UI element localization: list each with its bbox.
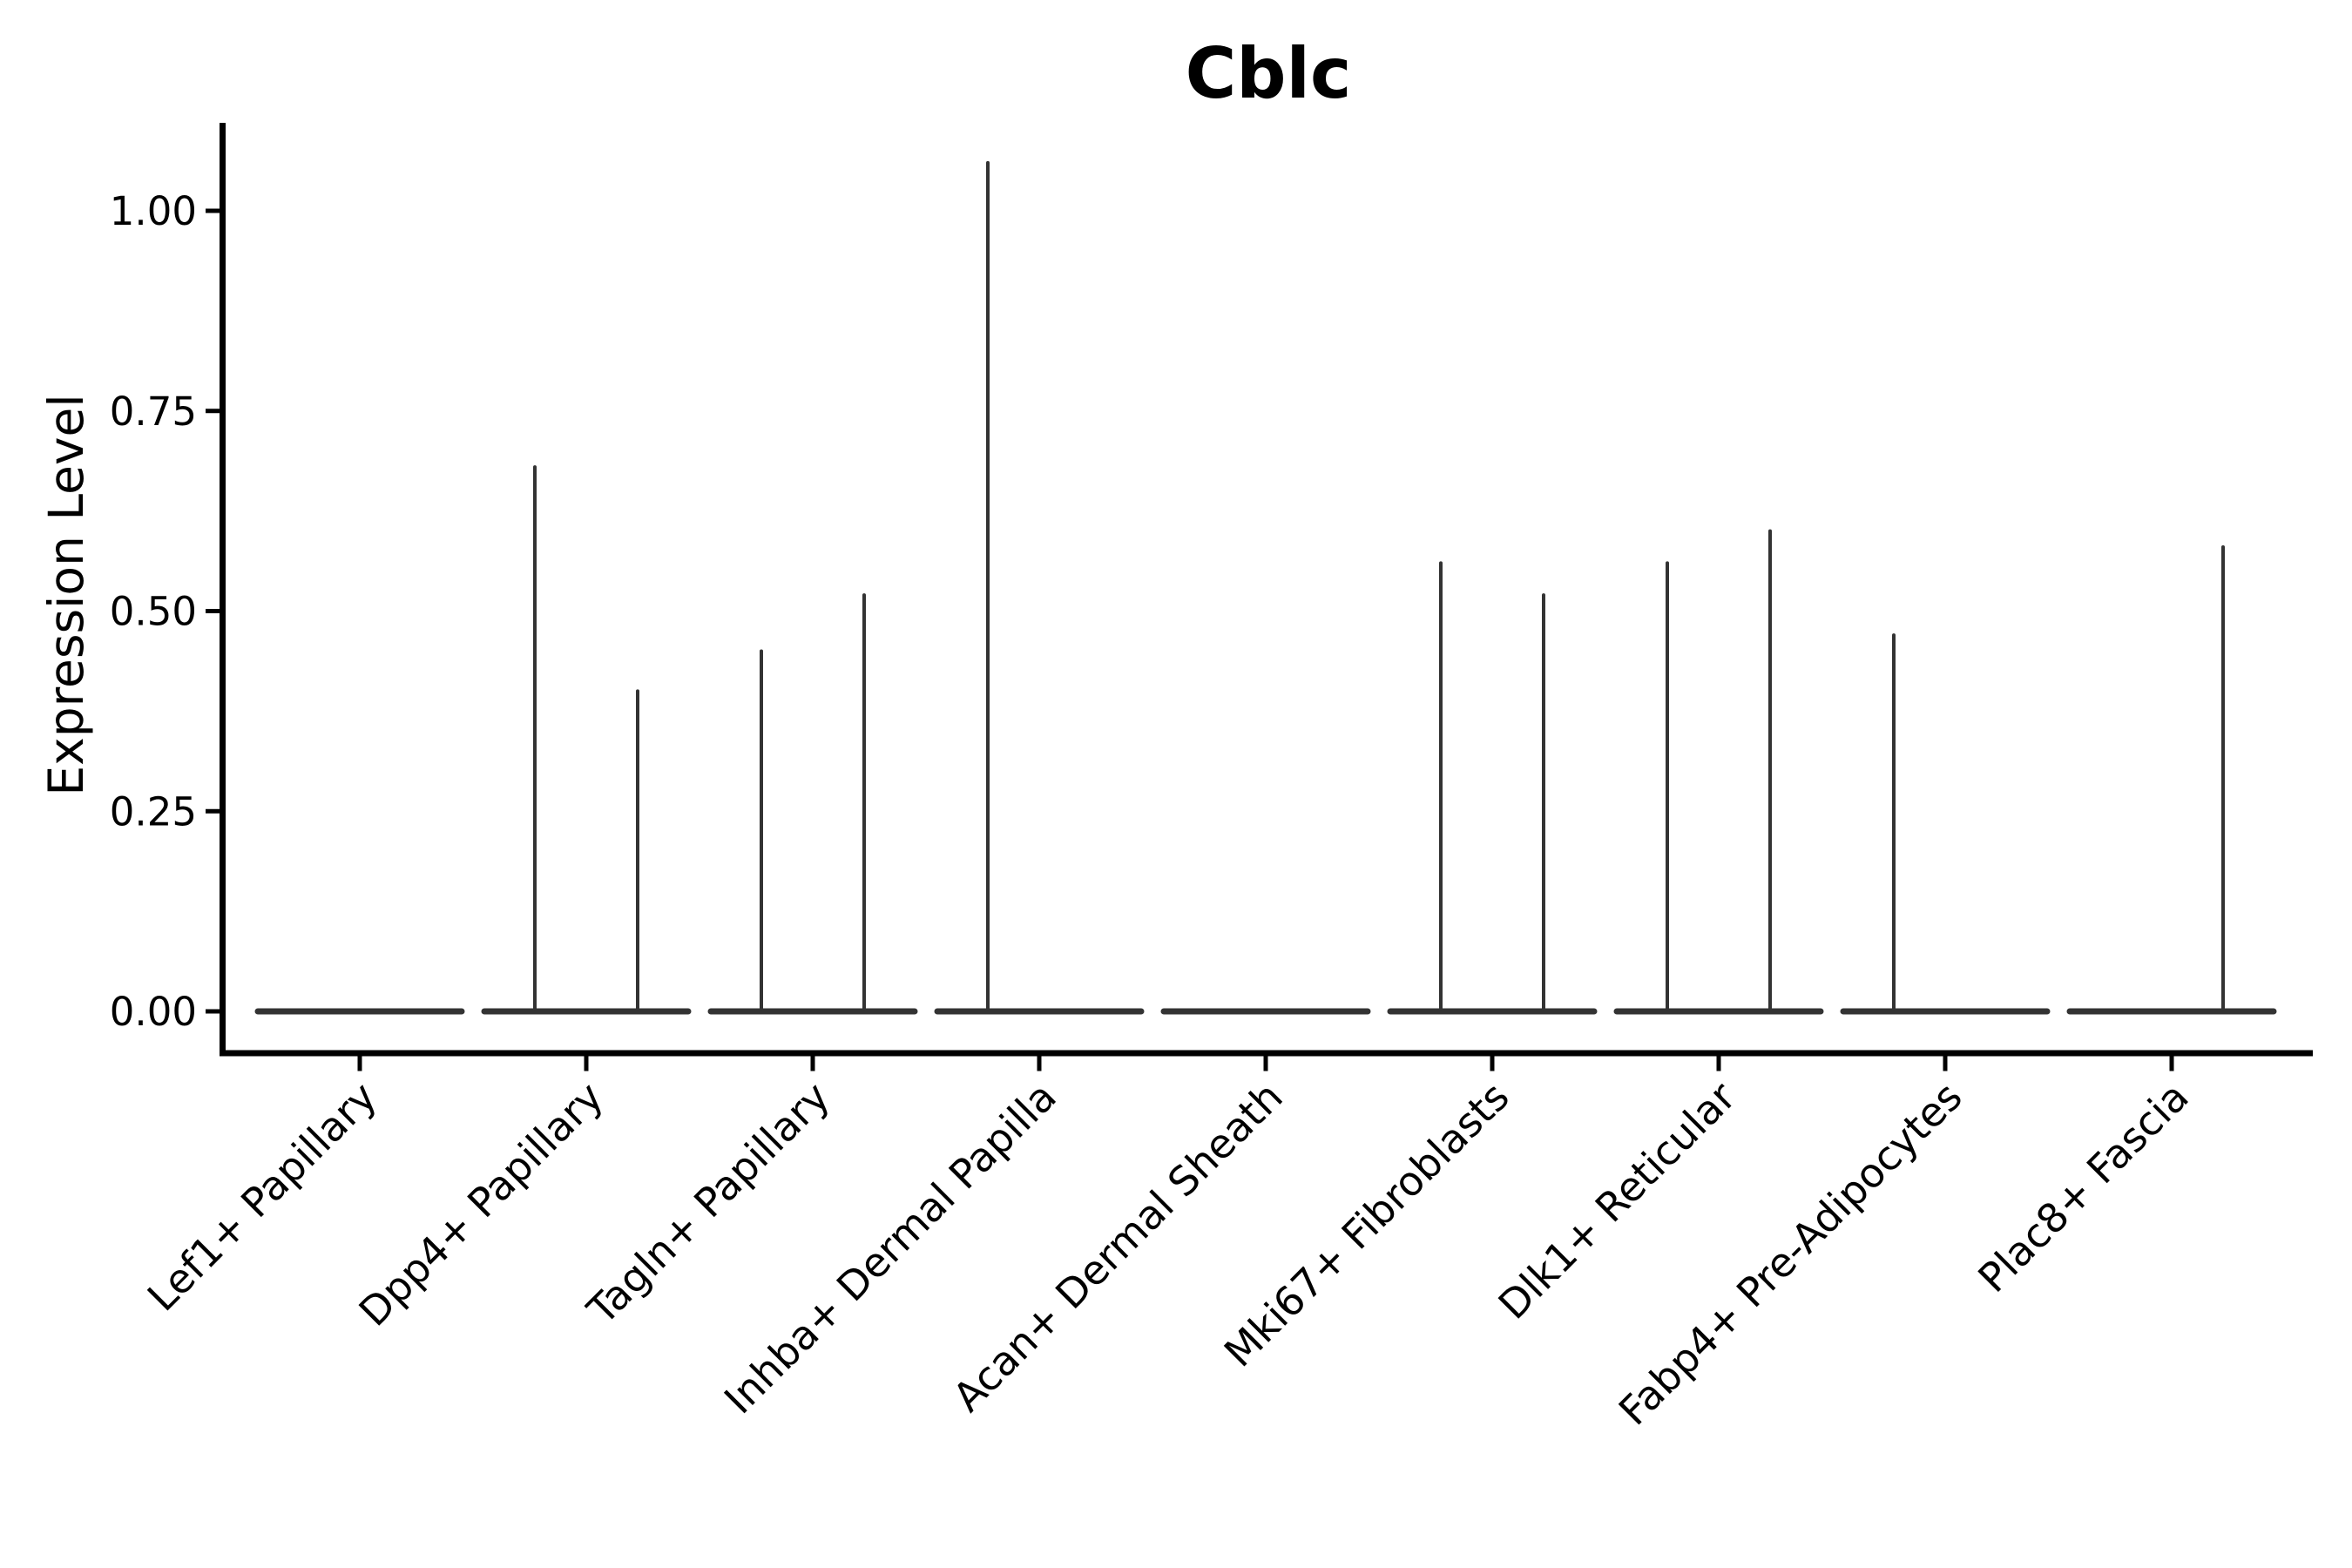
y-tick-label: 1.00 [110, 188, 197, 234]
violin [1840, 633, 2051, 1015]
violin [1387, 561, 1598, 1015]
y-tick-label: 0.25 [110, 788, 197, 835]
y-tick-label: 0.00 [110, 989, 197, 1035]
violin [934, 160, 1145, 1015]
y-axis-label: Expression Level [38, 394, 94, 795]
y-axis: 0.00 0.25 0.50 0.75 1.00 [110, 188, 220, 1035]
axis-spines [220, 123, 2313, 1057]
x-tick-label: Dpp4+ Papillary [350, 1073, 612, 1335]
violins-group [254, 160, 2277, 1015]
chart-title: Cblc [1186, 33, 1352, 114]
violin [707, 593, 918, 1015]
violin [1613, 529, 1824, 1015]
x-tick-label: Lef1+ Papillary [139, 1073, 386, 1321]
y-tick-label: 0.75 [110, 389, 197, 435]
y-tick-label: 0.50 [110, 589, 197, 635]
violin [481, 465, 692, 1015]
x-tick-label: Dlk1+ Reticular [1490, 1073, 1745, 1328]
violin [2066, 544, 2277, 1015]
x-tick-label: Tagln+ Papillary [578, 1073, 839, 1335]
x-tick-label: Plac8+ Fascia [1969, 1073, 2197, 1301]
